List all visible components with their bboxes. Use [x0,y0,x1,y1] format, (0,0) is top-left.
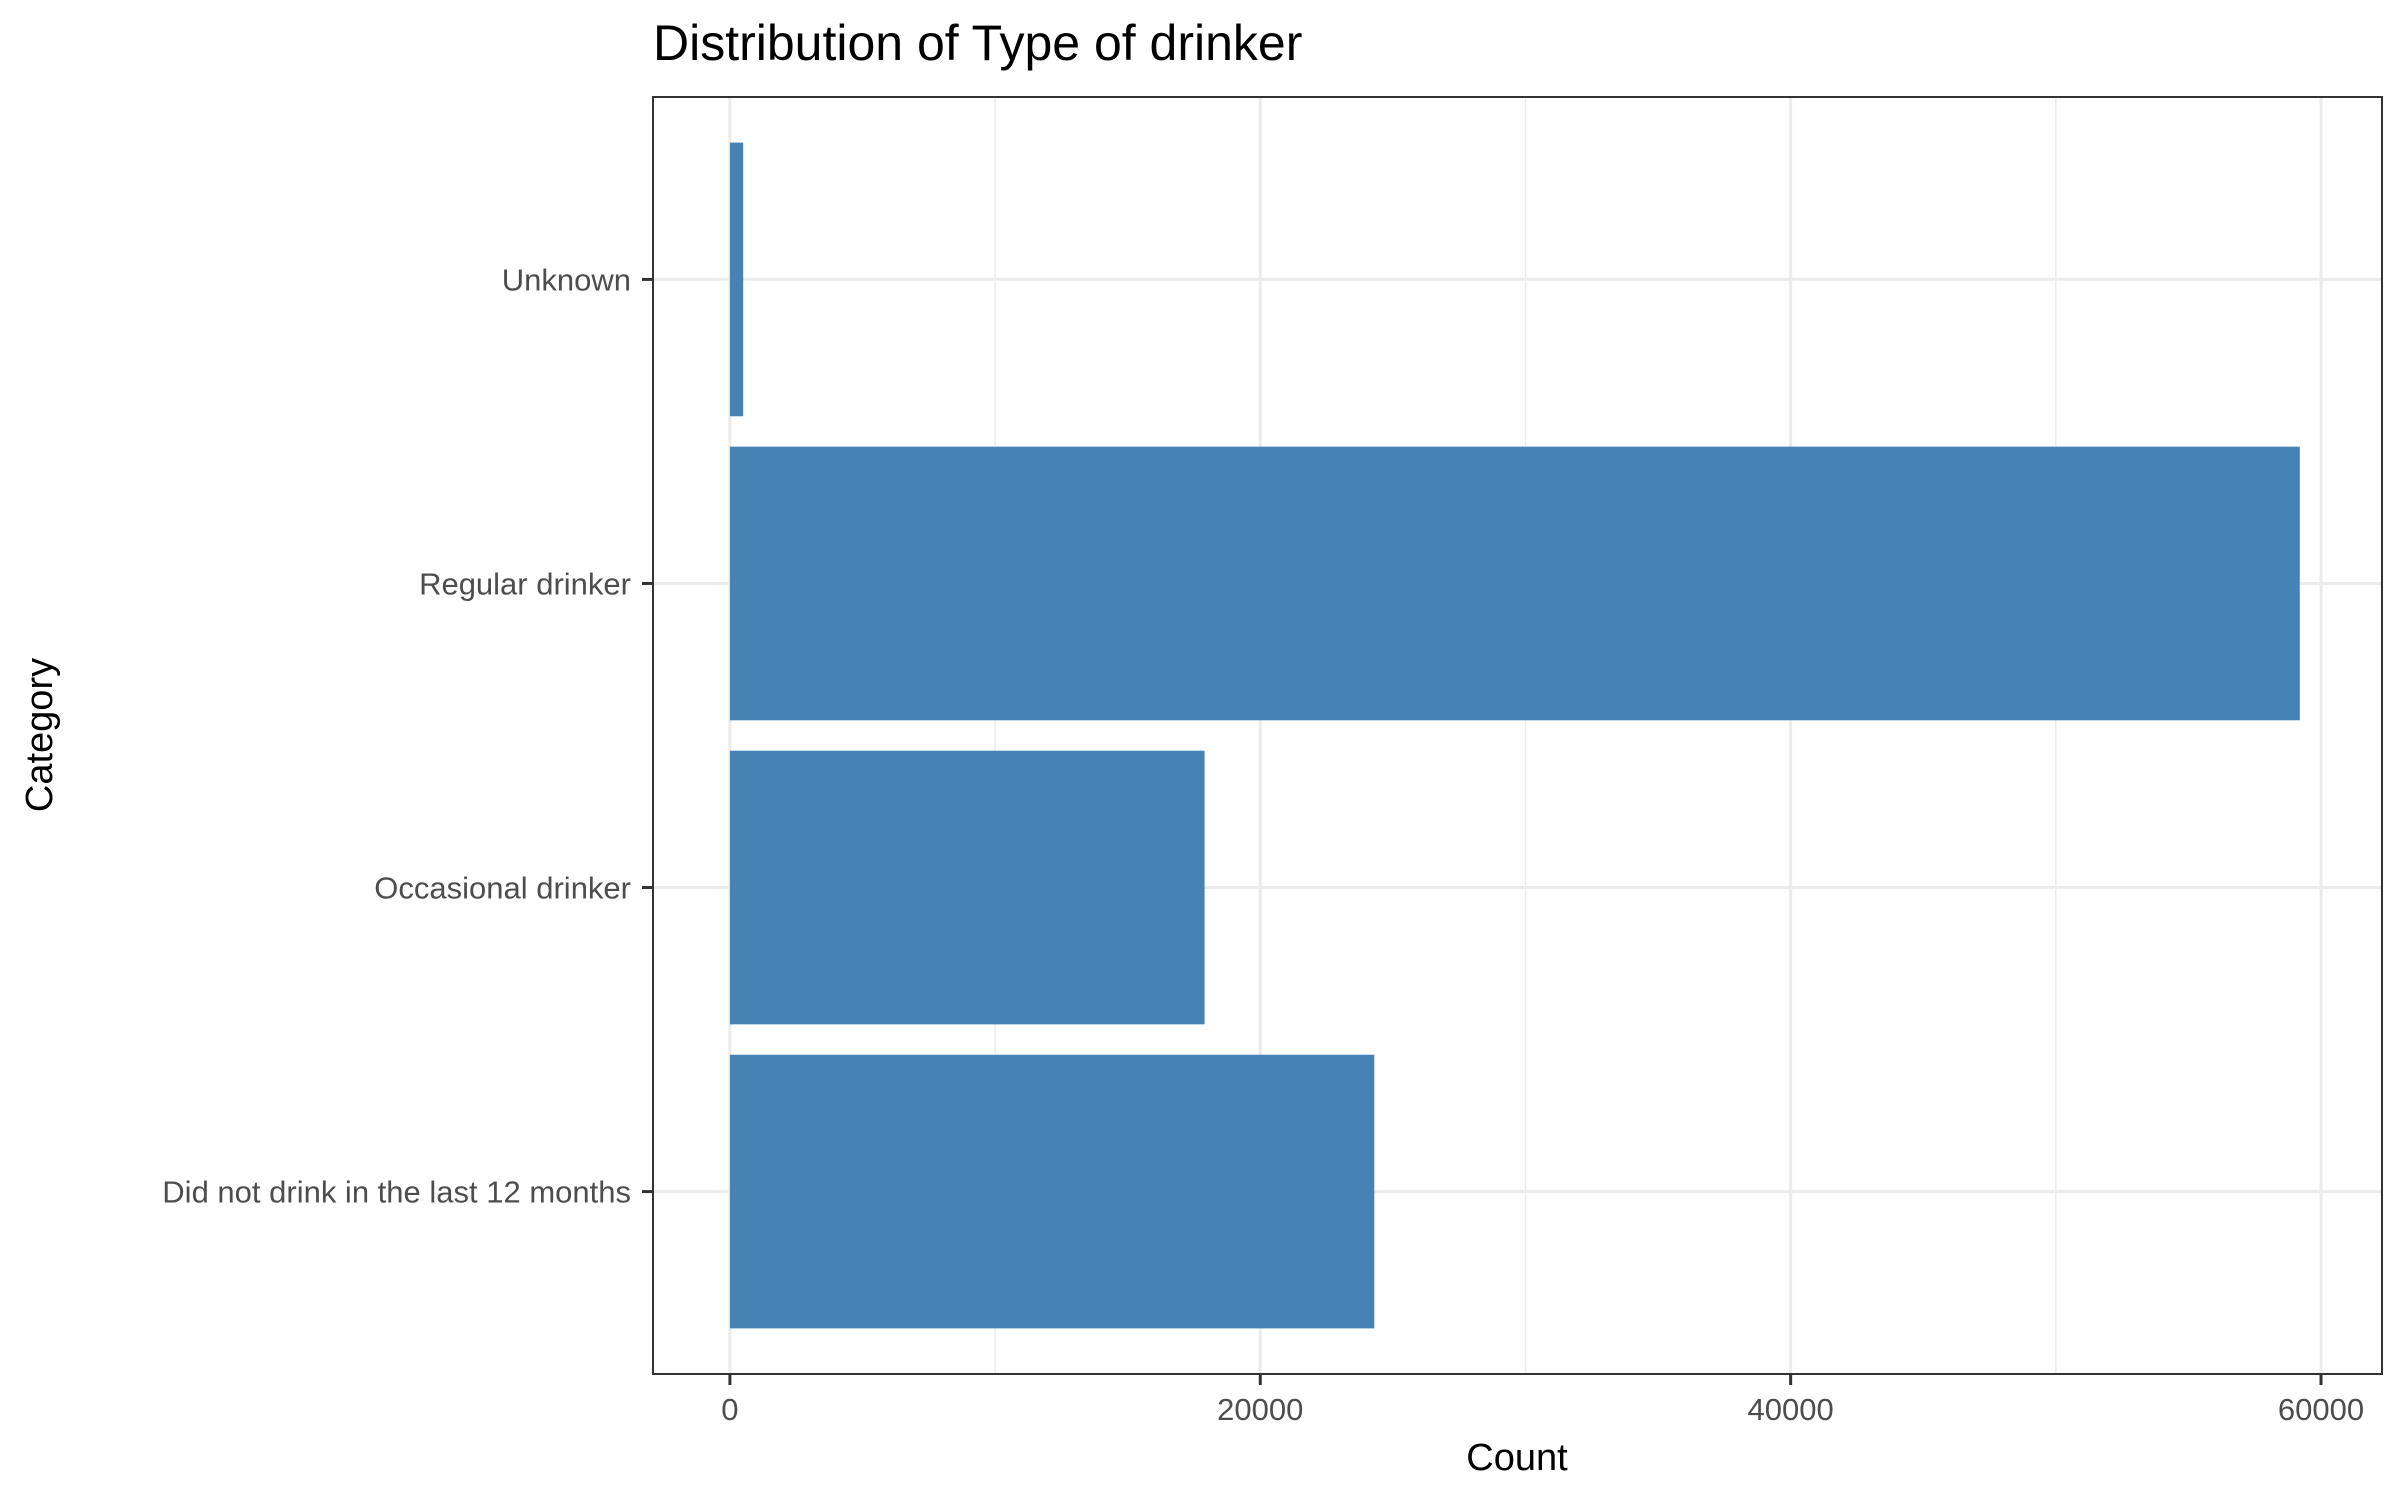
y-tick-label: Unknown [502,262,631,297]
x-axis-title: Count [1466,1437,1568,1479]
y-tick-label: Regular drinker [419,566,631,601]
bar [729,750,1205,1025]
y-tick-label: Occasional drinker [374,871,631,906]
x-tick-label: 40000 [1748,1392,1834,1427]
x-tick-label: 0 [721,1392,738,1427]
chart-title: Distribution of Type of drinker [653,15,1302,71]
panel-border [652,96,2383,1375]
x-tick-label: 20000 [1217,1392,1303,1427]
bar [729,1054,1375,1329]
bars [729,142,2300,1329]
bar [729,446,2300,721]
bar [729,142,744,417]
y-axis: Did not drink in the last 12 months Occas… [162,262,653,1210]
x-axis: 0 20000 40000 60000 [721,1374,2364,1427]
y-axis-title: Category [19,658,61,812]
y-tick-label: Did not drink in the last 12 months [162,1175,631,1210]
x-tick-label: 60000 [2278,1392,2364,1427]
